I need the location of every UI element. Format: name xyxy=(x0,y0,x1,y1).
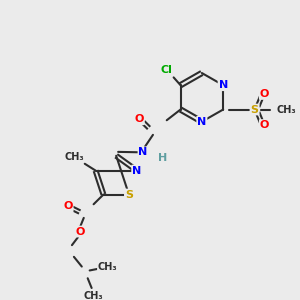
Text: S: S xyxy=(125,190,133,200)
Text: CH₃: CH₃ xyxy=(84,291,103,300)
Text: O: O xyxy=(260,120,269,130)
Text: N: N xyxy=(197,117,206,127)
Text: CH₃: CH₃ xyxy=(64,152,84,162)
Text: N: N xyxy=(139,147,148,158)
Text: N: N xyxy=(218,80,228,90)
Text: CH₃: CH₃ xyxy=(98,262,117,272)
Text: O: O xyxy=(134,114,144,124)
Text: S: S xyxy=(251,104,259,115)
Text: O: O xyxy=(63,201,73,211)
Text: Cl: Cl xyxy=(161,64,173,75)
Text: H: H xyxy=(158,153,167,163)
Text: O: O xyxy=(75,226,85,236)
Text: O: O xyxy=(260,89,269,99)
Text: N: N xyxy=(132,166,141,176)
Text: CH₃: CH₃ xyxy=(276,104,296,115)
